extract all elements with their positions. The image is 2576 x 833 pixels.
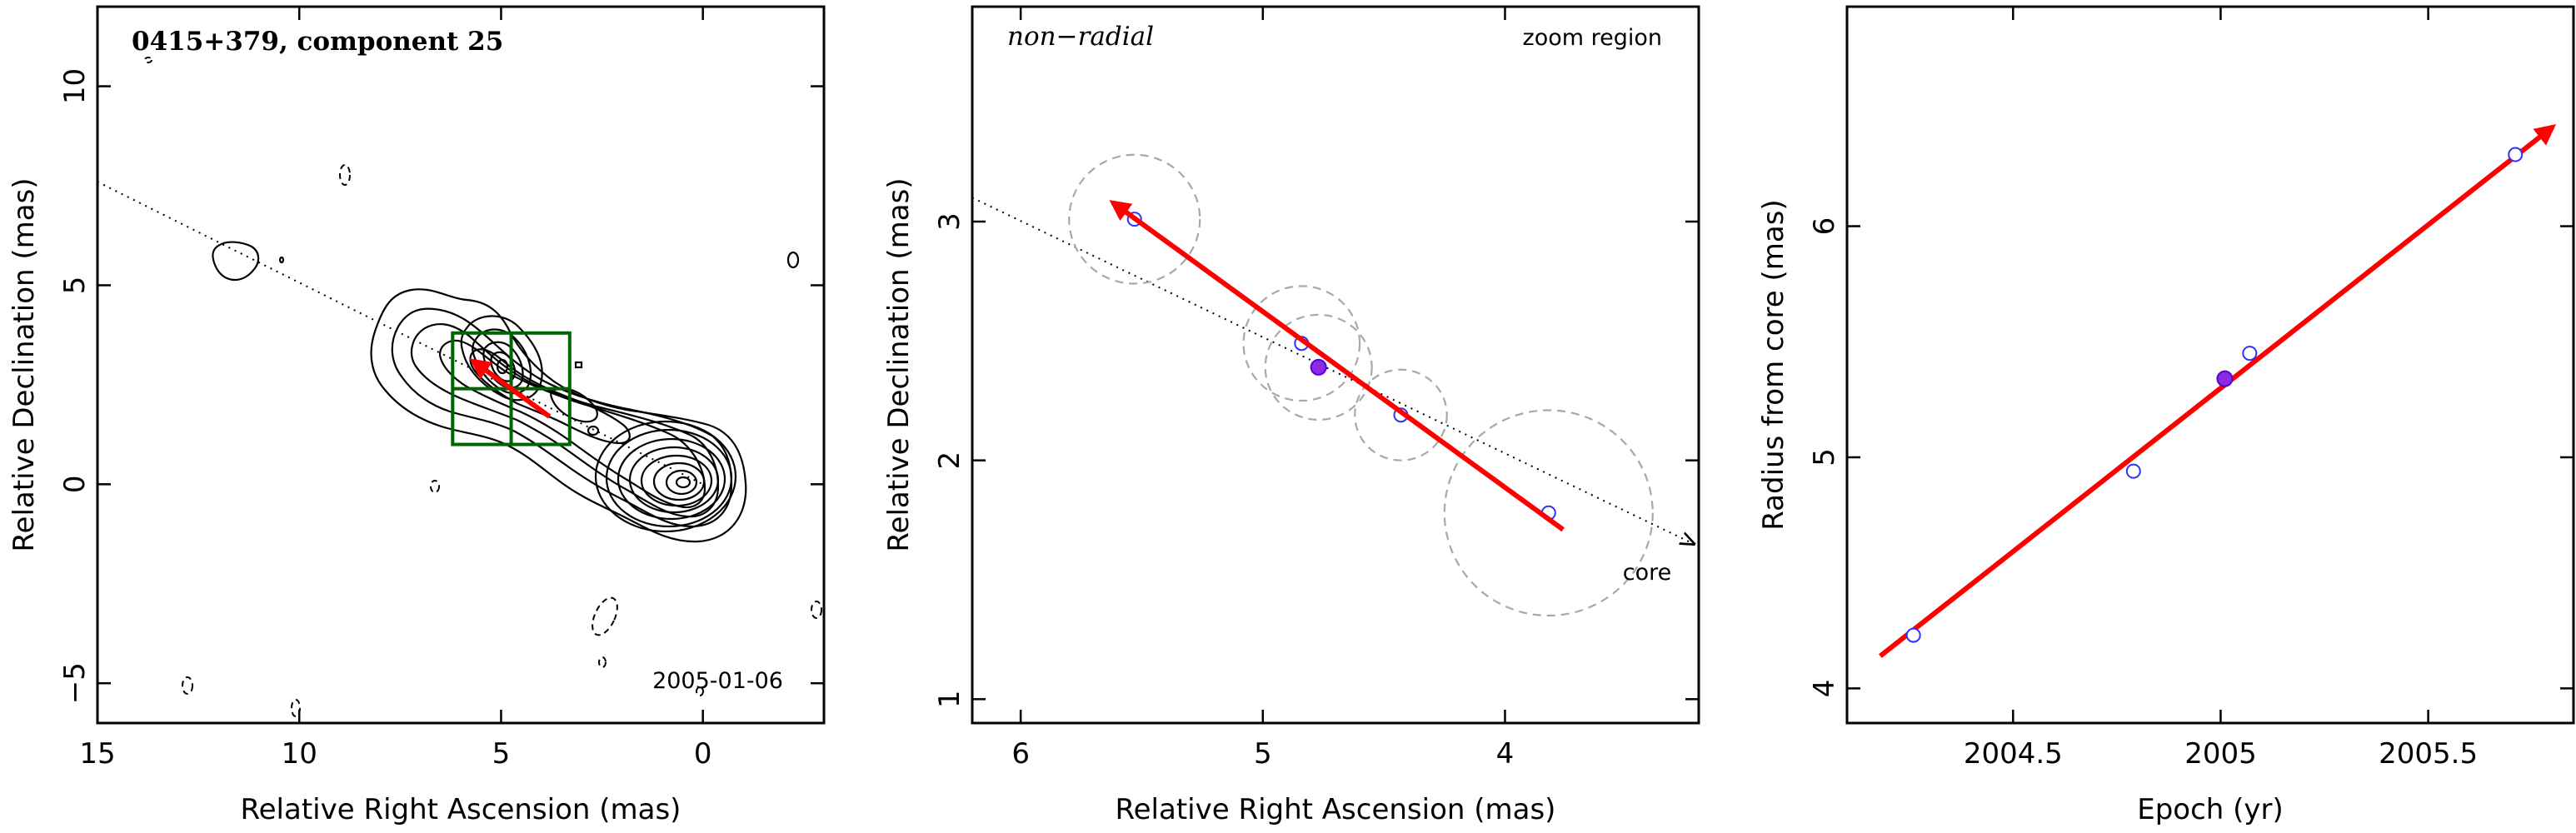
jet-contour [410,322,720,518]
y-tick-label: 6 [1808,217,1841,236]
panel3-ticks: 2004.5 2005 2005.5 4 5 6 [1808,7,2574,771]
component-size-circle [1443,409,1654,617]
panel1-title: 0415+379, component 25 [132,27,503,57]
jet-contour [438,339,706,509]
core-contour [594,420,737,533]
panel2-ylabel: Relative Declination (mas) [882,177,916,551]
panel-zoom-region: 6 5 4 1 2 3 non−radial zoom region core Relat… [882,5,1700,826]
y-tick-label: 1 [933,691,966,709]
component-contour [460,315,543,402]
motion-vector [469,358,552,419]
negative-contour [598,656,607,668]
component-size-circle [1354,368,1448,461]
jet-contour-outer [370,288,747,543]
motion-vector [1109,200,1565,532]
y-tick-label: 4 [1808,680,1841,698]
jet-contour [391,307,733,528]
core-label: core [1623,560,1671,586]
panel3-frame [1845,5,2575,725]
panel1-ylabel: Relative Declination (mas) [7,177,41,551]
y-tick-label: 10 [58,68,92,104]
y-tick-label: 3 [933,212,966,231]
knot-contour [212,241,260,282]
panel1-date-label: 2005-01-06 [652,668,783,694]
negative-contour [592,596,618,636]
panel1-ticks: 15 10 5 0 −5 0 5 10 [58,7,824,771]
x-tick-label: 2005.5 [2379,737,2478,771]
data-point [2125,463,2141,479]
data-point-filled [1310,358,1327,376]
panel2-frame [971,5,1700,725]
negative-contour [291,699,301,717]
y-tick-label: 5 [58,277,92,295]
x-tick-label: 4 [1496,737,1515,771]
x-tick-label: 0 [694,737,712,771]
panel2-ticks: 6 5 4 1 2 3 [933,7,1699,771]
negative-contour [811,601,822,619]
panel-contour-map: 15 10 5 0 −5 0 5 10 [7,5,826,826]
component-contour [496,358,509,375]
panel1-plot-area [97,57,822,717]
x-tick-label: 15 [79,737,115,771]
panel3-plot-area [1879,124,2557,658]
core-contour [675,476,691,489]
negative-contour [144,57,152,63]
core-contour [665,469,698,496]
data-point [2508,147,2524,162]
jet-direction-line [972,197,1694,544]
core-contour [617,437,726,521]
x-tick-label: 5 [492,737,511,771]
y-tick-label: −5 [58,662,92,704]
negative-contour [430,480,440,493]
linear-fit-line [1879,124,2557,658]
panel1-xlabel: Relative Right Ascension (mas) [241,793,681,826]
jet-direction-line [97,181,704,486]
knot-contour [574,361,583,369]
data-point [1905,627,1921,643]
radius-points [1905,147,2524,643]
y-tick-label: 0 [58,476,92,494]
x-tick-label: 2005 [2184,737,2257,771]
x-tick-label: 10 [282,737,317,771]
component-contour [490,351,517,382]
component-size-circles [1068,153,1654,617]
panel2-plot-area [972,153,1694,617]
knot-contour [587,425,600,436]
panel3-ylabel: Radius from core (mas) [1757,199,1790,530]
x-tick-label: 2004.5 [1964,737,2063,771]
data-point [2242,346,2258,362]
negative-contour [339,164,351,186]
component-size-circle [1068,153,1201,285]
x-tick-label: 6 [1011,737,1030,771]
panel2-title: non−radial [1007,22,1154,52]
jet-contour [550,387,598,423]
panel2-xlabel: Relative Right Ascension (mas) [1116,793,1556,826]
negative-contour [182,676,193,695]
y-tick-label: 5 [1808,448,1841,466]
panel3-xlabel: Epoch (yr) [2137,793,2284,826]
panel-radius-epoch: 2004.5 2005 2005.5 4 5 6 Epoch (yr) Radius fr… [1757,5,2575,826]
panel1-frame [96,5,826,725]
component-size-circle [1264,313,1373,421]
panel2-annotation: zoom region [1523,25,1662,51]
data-point-filled [2216,370,2234,387]
component-size-circle [1242,285,1361,402]
negative-contour [696,686,704,696]
y-tick-label: 2 [933,451,966,470]
knot-contour [786,251,800,269]
x-tick-label: 5 [1254,737,1272,771]
knot-contour [278,256,285,264]
